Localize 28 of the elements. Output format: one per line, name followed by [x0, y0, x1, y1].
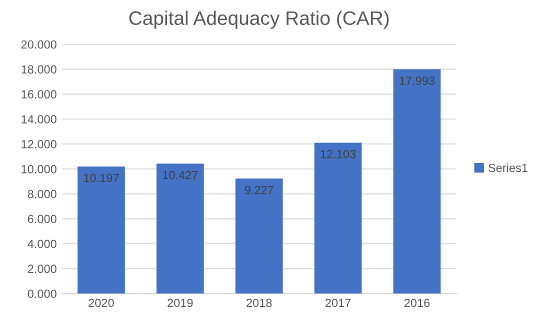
data-label: 10.427 — [163, 170, 198, 180]
data-label: 17.993 — [400, 76, 435, 85]
x-tick-label: 2019 — [168, 298, 193, 308]
bar — [393, 69, 441, 294]
x-tick-label: 2017 — [326, 298, 351, 308]
y-tick-label: 8.000 — [28, 190, 56, 198]
bar — [78, 166, 125, 294]
data-label: 12.103 — [320, 150, 356, 158]
y-tick-label: 2.000 — [28, 264, 56, 274]
y-tick-label: 0.000 — [28, 290, 56, 298]
y-tick-label: 14.000 — [22, 115, 56, 124]
y-tick-label: 10.000 — [22, 164, 56, 174]
bar — [156, 164, 204, 294]
bar — [235, 178, 283, 294]
x-tick-label: 2016 — [404, 298, 430, 308]
bar — [314, 142, 362, 294]
y-tick-label: 16.000 — [22, 90, 56, 99]
x-tick-label: 2020 — [88, 298, 114, 308]
y-tick-label: 12.000 — [22, 140, 56, 148]
y-tick-label: 18.000 — [22, 65, 56, 74]
chart-title: Capital Adequacy Ratio (CAR) — [129, 10, 389, 29]
y-tick-label: 20.000 — [21, 40, 56, 49]
data-label: 10.197 — [84, 174, 119, 182]
data-label: 9.227 — [244, 186, 274, 194]
legend-label: Series1 — [488, 163, 528, 172]
y-tick-label: 4.000 — [28, 240, 56, 248]
x-tick-label: 2018 — [246, 298, 272, 308]
y-tick-label: 6.000 — [28, 214, 56, 224]
